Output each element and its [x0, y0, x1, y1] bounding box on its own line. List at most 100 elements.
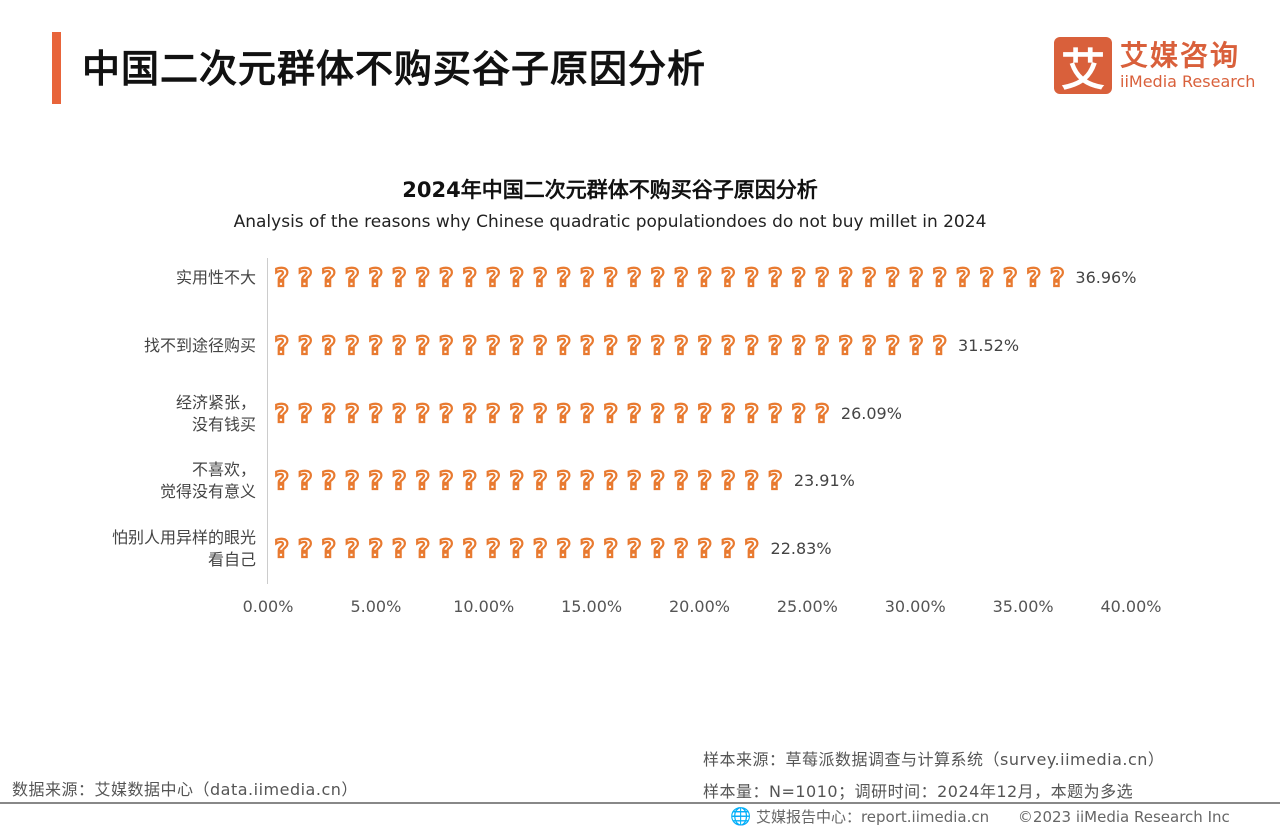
question-mark-icon: ?: [320, 264, 337, 292]
copyright: ©2023 iiMedia Research Inc: [1017, 808, 1230, 826]
data-label: 22.83%: [770, 539, 832, 558]
logo-mark: 艾: [1054, 37, 1112, 96]
question-mark-icon: ?: [508, 331, 525, 360]
question-mark-icon: ?: [461, 264, 478, 292]
question-mark-icon: ?: [344, 467, 361, 496]
question-mark-icon: ?: [767, 399, 784, 428]
question-mark-icon: ?: [438, 535, 455, 563]
question-mark-icon: ?: [720, 399, 737, 428]
pictograph-bar: ?????????????????????: [270, 535, 761, 563]
title-accent-bar: [52, 32, 61, 104]
question-mark-icon: ?: [297, 399, 314, 428]
report-center-link[interactable]: 艾媒报告中心：report.iimedia.cn: [755, 808, 990, 826]
question-mark-icon: ?: [861, 331, 878, 360]
question-mark-icon: ?: [649, 535, 666, 563]
question-mark-icon: ?: [649, 399, 666, 428]
question-mark-icon: ?: [532, 399, 549, 428]
question-mark-icon: ?: [344, 331, 361, 360]
question-mark-icon: ?: [485, 331, 502, 360]
sample-info: 样本量：N=1010；调研时间：2024年12月，本题为多选: [703, 782, 1134, 801]
question-mark-icon: ?: [391, 264, 408, 292]
question-mark-icon: ?: [391, 331, 408, 360]
question-mark-icon: ?: [626, 264, 643, 292]
question-mark-icon: ?: [696, 535, 713, 563]
question-mark-icon: ?: [743, 331, 760, 360]
question-mark-icon: ?: [696, 331, 713, 360]
question-mark-icon: ?: [649, 467, 666, 496]
x-tick-label: 30.00%: [884, 597, 946, 616]
question-mark-icon: ?: [649, 264, 666, 292]
question-mark-icon: ?: [908, 331, 925, 360]
question-mark-icon: ?: [814, 399, 831, 428]
iimedia-logo: 艾 艾媒咨询 iiMedia Research: [1054, 37, 1256, 96]
question-mark-icon: ?: [344, 264, 361, 292]
x-tick-label: 10.00%: [453, 597, 515, 616]
question-mark-icon: ?: [743, 467, 760, 496]
question-mark-icon: ?: [790, 331, 807, 360]
question-mark-icon: ?: [391, 467, 408, 496]
question-mark-icon: ?: [837, 264, 854, 292]
question-mark-icon: ?: [649, 331, 666, 360]
pictograph-bar: ????????????????????????: [270, 400, 831, 428]
question-mark-icon: ?: [626, 331, 643, 360]
data-label: 26.09%: [840, 403, 902, 423]
footer-bar: 🌐 艾媒报告中心：report.iimedia.cn ©2023 iiMedia…: [730, 806, 1230, 827]
data-label: 23.91%: [793, 471, 855, 491]
x-tick-label: 40.00%: [1100, 597, 1162, 616]
question-mark-icon: ?: [931, 264, 948, 292]
question-mark-icon: ?: [931, 331, 948, 360]
x-tick-label: 0.00%: [242, 597, 294, 616]
question-mark-icon: ?: [673, 331, 690, 360]
question-mark-icon: ?: [320, 535, 337, 563]
question-mark-icon: ?: [461, 467, 478, 496]
question-mark-icon: ?: [555, 264, 572, 292]
question-mark-icon: ?: [790, 264, 807, 292]
question-mark-icon: ?: [673, 535, 690, 563]
question-mark-icon: ?: [297, 331, 314, 360]
question-mark-icon: ?: [320, 331, 337, 360]
question-mark-icon: ?: [367, 535, 384, 563]
question-mark-icon: ?: [978, 264, 995, 292]
question-mark-icon: ?: [367, 467, 384, 496]
x-tick-label: 5.00%: [350, 597, 402, 616]
logo-en-text: iiMedia Research: [1120, 71, 1256, 91]
question-mark-icon: ?: [367, 399, 384, 428]
question-mark-icon: ?: [485, 535, 502, 563]
question-mark-icon: ?: [602, 331, 619, 360]
question-mark-icon: ?: [790, 399, 807, 428]
question-mark-icon: ?: [673, 467, 690, 496]
question-mark-icon: ?: [273, 467, 290, 496]
question-mark-icon: ?: [367, 264, 384, 292]
question-mark-icon: ?: [532, 264, 549, 292]
pictograph-bar: ??????????????????????: [270, 467, 784, 495]
question-mark-icon: ?: [696, 399, 713, 428]
chart-title: 2024年中国二次元群体不购买谷子原因分析: [402, 178, 818, 202]
question-mark-icon: ?: [344, 535, 361, 563]
question-mark-icon: ?: [837, 331, 854, 360]
question-mark-icon: ?: [579, 467, 596, 496]
question-mark-icon: ?: [767, 467, 784, 496]
question-mark-icon: ?: [908, 264, 925, 292]
sample-source: 样本来源：草莓派数据调查与计算系统（survey.iimedia.cn）: [703, 750, 1165, 769]
question-mark-icon: ?: [297, 467, 314, 496]
question-mark-icon: ?: [508, 264, 525, 292]
question-mark-icon: ?: [532, 467, 549, 496]
question-mark-icon: ?: [438, 264, 455, 292]
category-label: 不喜欢， 觉得没有意义: [159, 460, 256, 502]
question-mark-icon: ?: [602, 264, 619, 292]
question-mark-icon: ?: [485, 399, 502, 428]
question-mark-icon: ?: [273, 264, 290, 292]
question-mark-icon: ?: [297, 264, 314, 292]
logo-cn-text: 艾媒咨询: [1120, 38, 1241, 72]
question-mark-icon: ?: [743, 535, 760, 563]
question-mark-icon: ?: [884, 331, 901, 360]
question-mark-icon: ?: [673, 399, 690, 428]
category-label: 实用性不大: [175, 268, 256, 287]
page-title: 中国二次元群体不购买谷子原因分析: [82, 47, 707, 91]
question-mark-icon: ?: [555, 467, 572, 496]
question-mark-icon: ?: [814, 331, 831, 360]
category-label: 怕别人用异样的眼光 看自己: [111, 528, 256, 569]
question-mark-icon: ?: [414, 264, 431, 292]
question-mark-icon: ?: [555, 331, 572, 360]
question-mark-icon: ?: [579, 331, 596, 360]
